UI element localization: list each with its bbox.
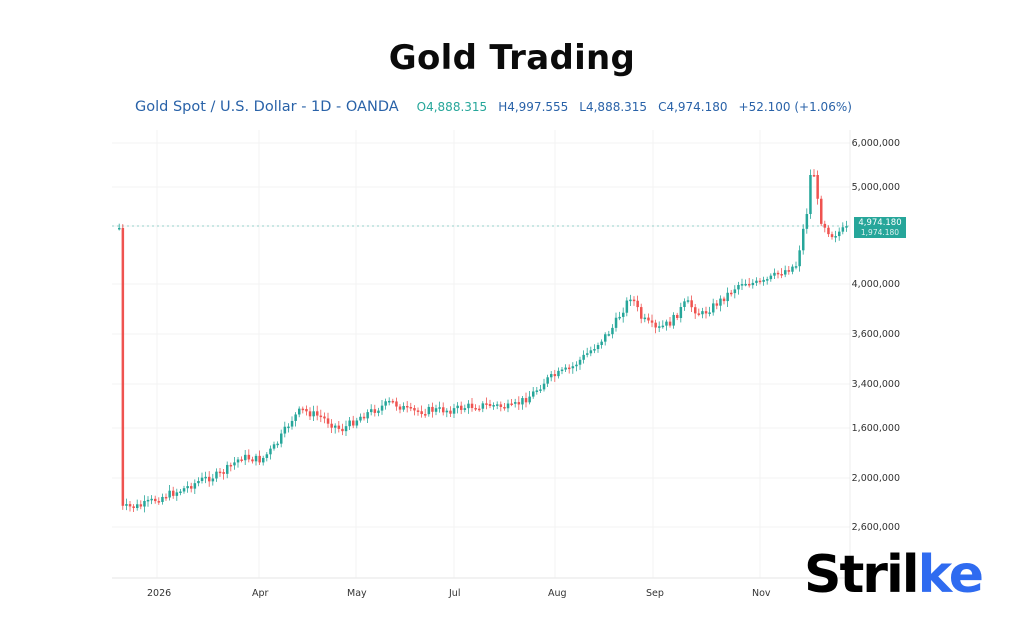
y-tick-label: 5,000,000 [851,182,900,193]
last-price-tag: 4,974.180 1,974.180 [854,217,906,238]
y-tick-label: 2,000,000 [851,473,900,484]
chart-legend: Gold Spot / U.S. Dollar - 1D - OANDA O4,… [135,99,863,115]
high-value: H4,997.555 [498,100,569,114]
x-tick-label: May [347,588,367,599]
y-tick-label: 6,000,000 [851,138,900,149]
x-tick-label: 2026 [147,588,172,599]
strike-logo: Strilke [804,549,984,601]
logo-accent: ke [917,545,984,605]
y-tick-label: 2,600,000 [851,522,900,533]
y-tick-label: 1,600,000 [851,423,900,434]
logo-text: Stril [804,545,920,605]
y-tick-label: 3,400,000 [851,379,900,390]
x-tick-label: Aug [548,588,567,599]
close-value: C4,974.180 [658,100,728,114]
low-value: L4,888.315 [579,100,648,114]
x-tick-label: Nov [752,588,771,599]
chart-panel[interactable] [112,86,910,606]
last-price-sub: 1,974.180 [860,228,900,237]
x-tick-label: Jul [449,588,461,599]
open-value: O4,888.315 [416,100,488,114]
candles [118,169,848,513]
page-title: Gold Trading [388,38,636,78]
y-tick-label: 4,000,000 [851,279,900,290]
symbol-title[interactable]: Gold Spot / U.S. Dollar - 1D - OANDA [135,99,399,115]
y-tick-label: 3,600,000 [851,329,900,340]
x-tick-label: Apr [252,588,269,599]
change-value: +52.100 (+1.06%) [738,100,852,114]
last-price: 4,974.180 [858,218,902,228]
x-tick-label: Sep [646,588,664,599]
grid-lines [112,130,850,578]
